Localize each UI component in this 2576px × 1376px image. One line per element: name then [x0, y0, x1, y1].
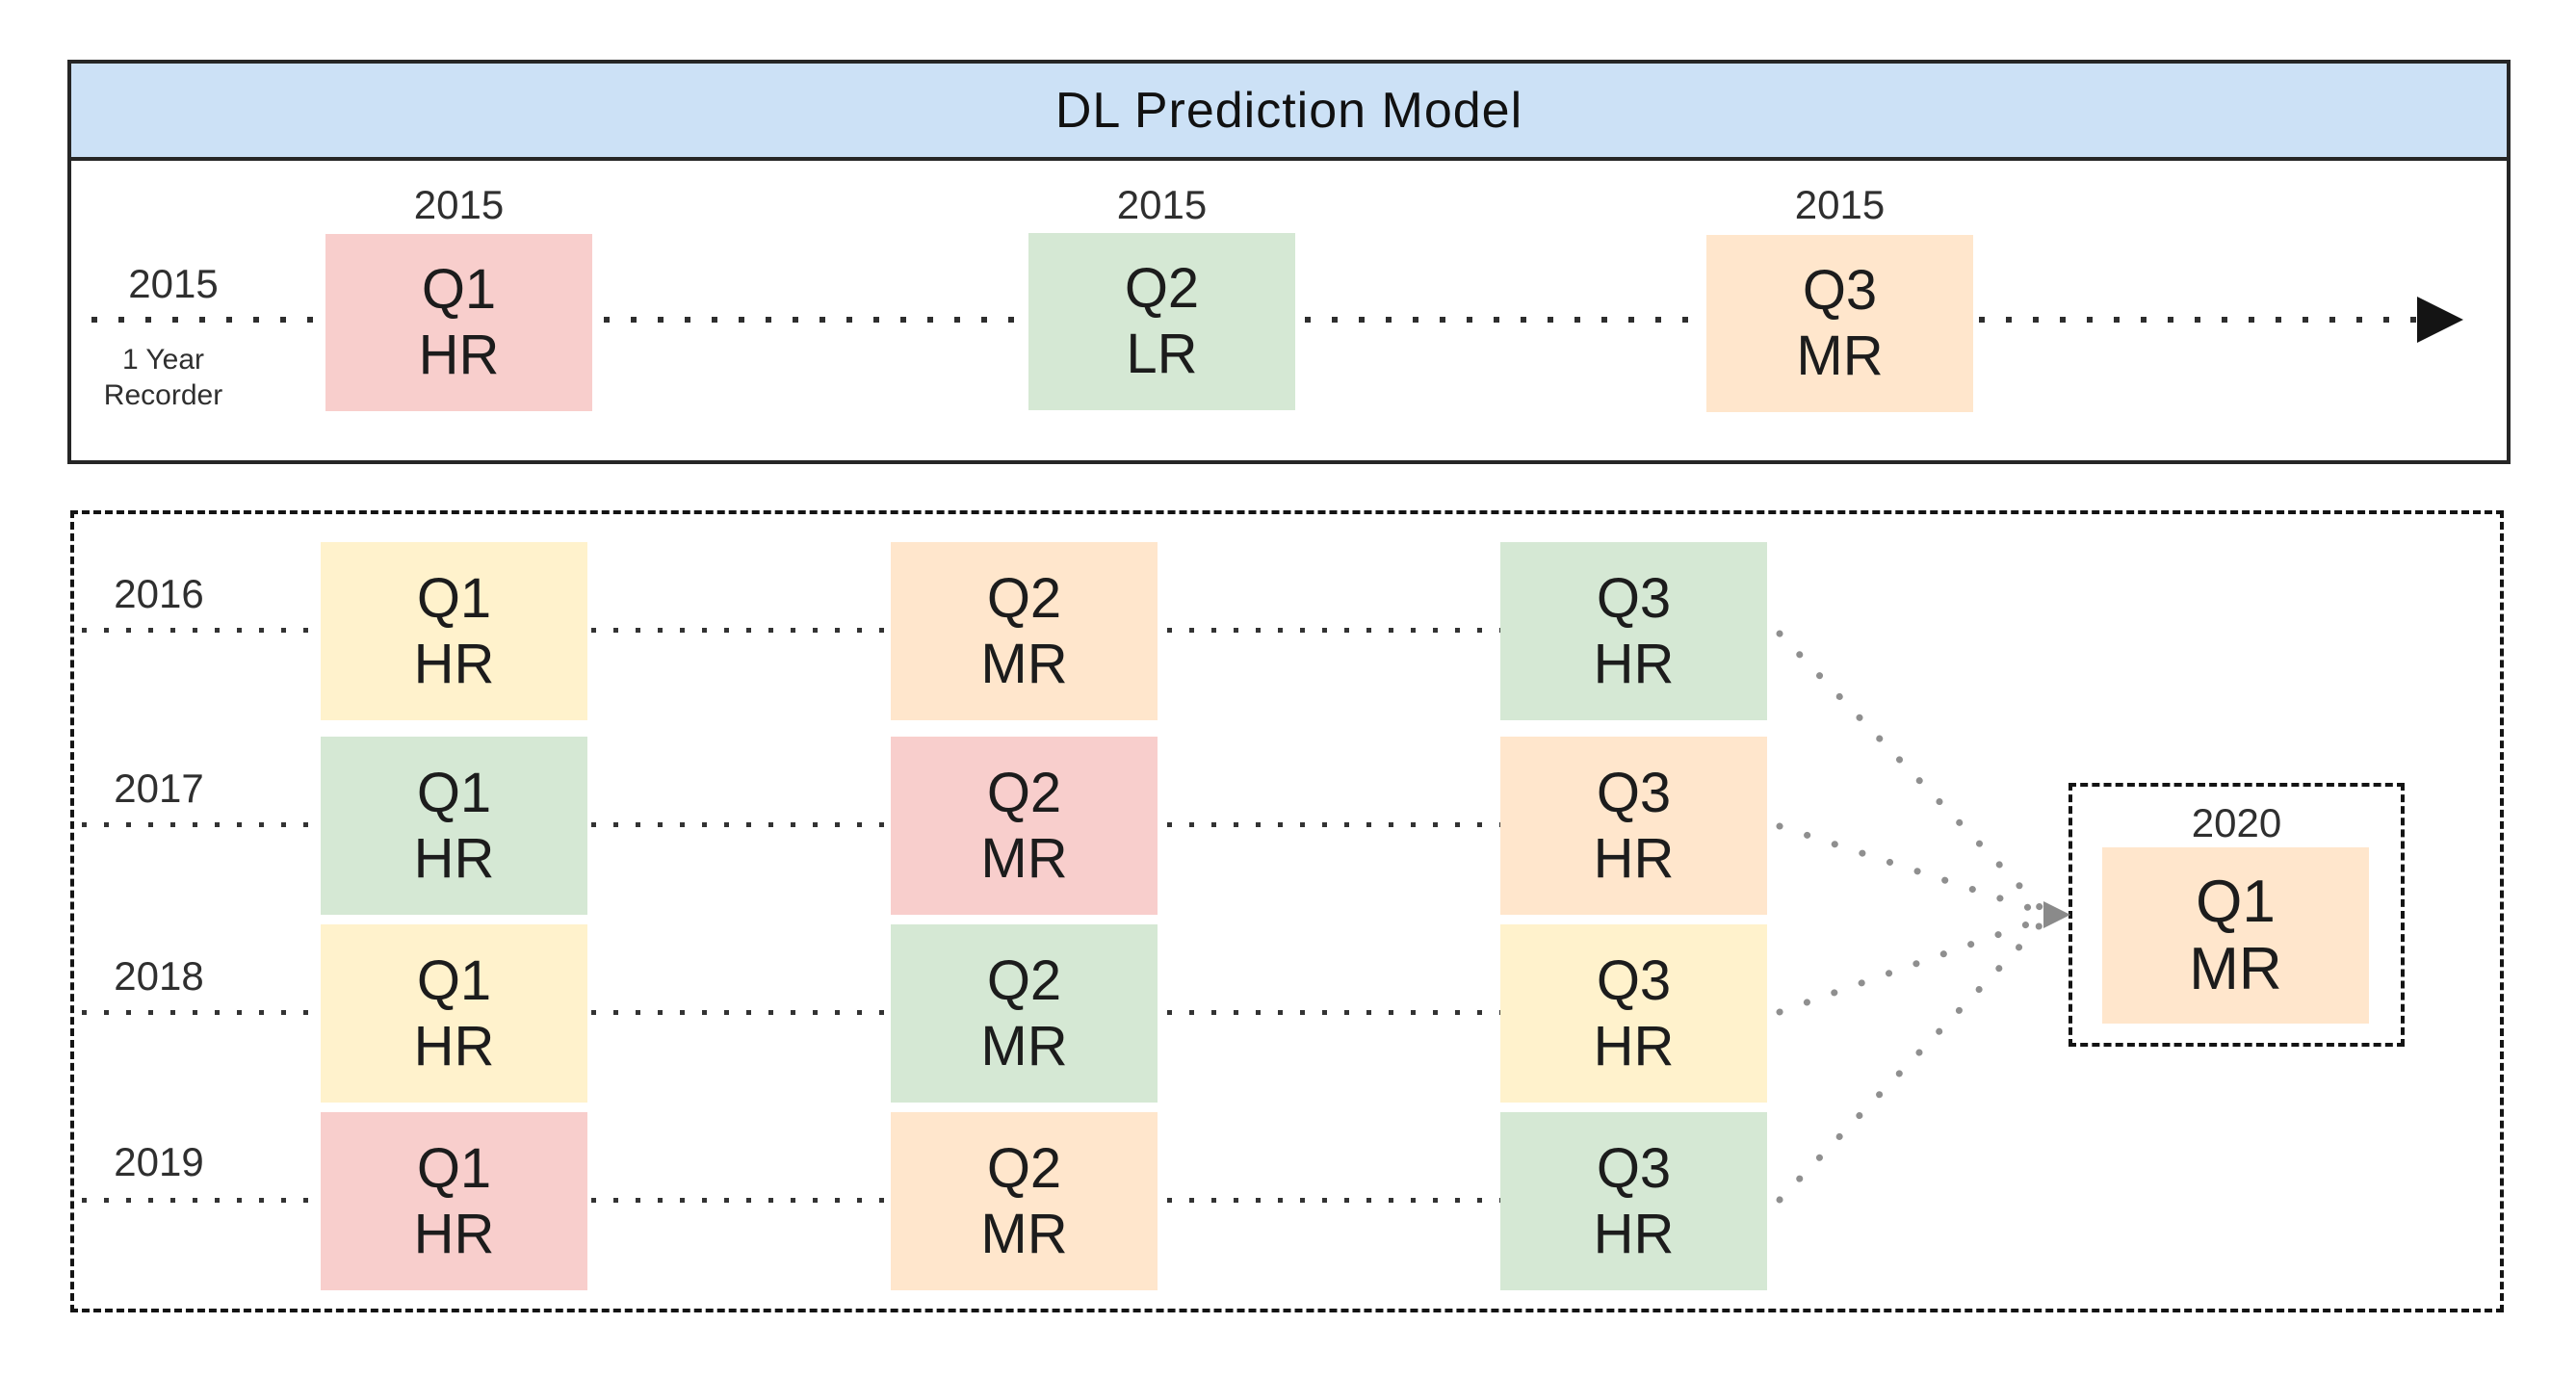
quarter-label: Q2: [986, 1136, 1062, 1200]
quarter-label: Q3: [1596, 761, 1672, 824]
quarter-box-2017-q2: Q2 MR: [891, 737, 1158, 915]
quarter-box-2018-q1: Q1 HR: [321, 924, 587, 1103]
quarter-box-2016-q2: Q2 MR: [891, 542, 1158, 720]
quarter-label: Q2: [986, 566, 1062, 630]
row-year-label-2017: 2017: [114, 766, 204, 811]
year-caption: 2015: [413, 182, 505, 227]
grade-label: MR: [980, 1014, 1068, 1077]
grade-label: MR: [1796, 325, 1884, 387]
grade-label: HR: [1593, 1202, 1675, 1265]
quarter-box-2016-q1: Q1 HR: [321, 542, 587, 720]
quarter-label: Q1: [416, 948, 492, 1012]
row-dotted-line-2019: [82, 1198, 1500, 1203]
quarter-box-2018-q2: Q2 MR: [891, 924, 1158, 1103]
grade-label: MR: [2189, 935, 2282, 1002]
recorder-label-line2: Recorder: [103, 379, 223, 411]
row-dotted-line-2017: [82, 822, 1500, 827]
grade-label: MR: [980, 632, 1068, 695]
year-caption: 2015: [1116, 182, 1208, 227]
prediction-year-label: 2020: [2191, 800, 2282, 845]
quarter-box-2017-q1: Q1 HR: [321, 737, 587, 915]
quarter-label: Q1: [416, 1136, 492, 1200]
prediction-box: [2069, 783, 2405, 1047]
quarter-box-2018-q3: Q3 HR: [1500, 924, 1767, 1103]
history-panel: [70, 510, 2504, 1312]
recorder-label: 1 Year Recorder: [60, 342, 267, 413]
grade-label: HR: [413, 1202, 495, 1265]
grade-label: HR: [413, 632, 495, 695]
quarter-label: Q1: [2196, 868, 2276, 935]
grade-label: HR: [413, 826, 495, 890]
quarter-label: Q3: [1802, 259, 1878, 322]
diagram-title: DL Prediction Model: [71, 64, 2507, 161]
row-year-label-2016: 2016: [114, 571, 204, 616]
row-dotted-line-2016: [82, 628, 1500, 633]
grade-label: HR: [1593, 632, 1675, 695]
row-year-label-2018: 2018: [114, 953, 204, 999]
quarter-label: Q2: [986, 761, 1062, 824]
grade-label: HR: [413, 1014, 495, 1077]
grade-label: LR: [1126, 323, 1198, 385]
quarter-box-2019-q2: Q2 MR: [891, 1112, 1158, 1290]
grade-label: HR: [418, 324, 500, 386]
quarter-label: Q2: [986, 948, 1062, 1012]
quarter-label: Q3: [1596, 948, 1672, 1012]
grade-label: MR: [980, 1202, 1068, 1265]
quarter-label: Q3: [1596, 1136, 1672, 1200]
quarter-box-2015-q2: Q2 LR: [1028, 233, 1295, 410]
quarter-box-2016-q3: Q3 HR: [1500, 542, 1767, 720]
quarter-box-2017-q3: Q3 HR: [1500, 737, 1767, 915]
quarter-label: Q2: [1124, 257, 1200, 320]
row-year-label-2019: 2019: [114, 1139, 204, 1184]
grade-label: MR: [980, 826, 1068, 890]
quarter-label: Q1: [416, 761, 492, 824]
quarter-label: Q1: [416, 566, 492, 630]
timeline-year-label: 2015: [128, 261, 219, 306]
row-dotted-line-2018: [82, 1010, 1500, 1015]
quarter-box-2019-q3: Q3 HR: [1500, 1112, 1767, 1290]
recorder-label-line1: 1 Year: [121, 344, 205, 376]
quarter-box-2015-q1: Q1 HR: [325, 234, 592, 411]
quarter-box-2019-q1: Q1 HR: [321, 1112, 587, 1290]
quarter-label: Q3: [1596, 566, 1672, 630]
year-caption: 2015: [1794, 182, 1886, 227]
grade-label: HR: [1593, 826, 1675, 890]
quarter-label: Q1: [421, 258, 497, 321]
quarter-box-2015-q3: Q3 MR: [1706, 235, 1973, 412]
grade-label: HR: [1593, 1014, 1675, 1077]
quarter-box-2020-q1: Q1 MR: [2102, 847, 2369, 1024]
